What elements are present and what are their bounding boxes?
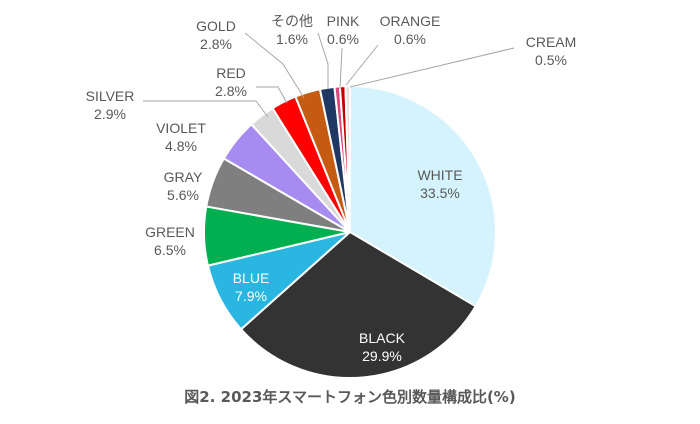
slice-label-green: GREEN — [145, 224, 195, 240]
slice-value-cream: 0.5% — [535, 52, 567, 68]
slice-value-black: 29.9% — [362, 348, 402, 364]
slice-label-pink: PINK — [327, 13, 360, 29]
slice-value-pink: 0.6% — [327, 31, 359, 47]
leader-line-その他 — [317, 32, 329, 89]
slice-value-orange: 0.6% — [394, 31, 426, 47]
leader-line-silver — [143, 100, 269, 118]
slice-label-black: BLACK — [359, 330, 406, 346]
pie-slice-white — [349, 84, 497, 308]
slice-value-その他: 1.6% — [276, 31, 308, 47]
slice-value-green: 6.5% — [154, 242, 186, 258]
slice-label-gold: GOLD — [196, 18, 236, 34]
slice-label-その他: その他 — [271, 13, 313, 29]
slice-value-gray: 5.6% — [167, 187, 199, 203]
chart-caption: 図2. 2023年スマートフォン色別数量構成比(%) — [184, 388, 516, 406]
leader-line-pink — [339, 47, 343, 90]
slice-label-orange: ORANGE — [380, 13, 441, 29]
pie-slice-cream — [344, 84, 351, 233]
leader-line-cream — [349, 47, 515, 88]
slice-value-white: 33.5% — [420, 185, 460, 201]
slice-label-blue: BLUE — [233, 270, 270, 286]
pie-slice-black — [239, 230, 478, 379]
slice-value-red: 2.8% — [215, 83, 247, 99]
leader-line-gold — [244, 32, 305, 99]
slice-label-violet: VIOLET — [156, 120, 206, 136]
slice-label-white: WHITE — [417, 167, 462, 183]
slice-label-cream: CREAM — [526, 34, 577, 50]
slice-value-violet: 4.8% — [165, 138, 197, 154]
slice-label-gray: GRAY — [164, 169, 203, 185]
leader-line-red — [256, 86, 288, 104]
slice-label-silver: SILVER — [86, 88, 135, 104]
slice-value-silver: 2.9% — [94, 106, 126, 122]
slice-value-blue: 7.9% — [235, 288, 267, 304]
leader-line-orange — [345, 44, 379, 86]
slice-label-red: RED — [216, 65, 246, 81]
slice-value-gold: 2.8% — [200, 36, 232, 52]
